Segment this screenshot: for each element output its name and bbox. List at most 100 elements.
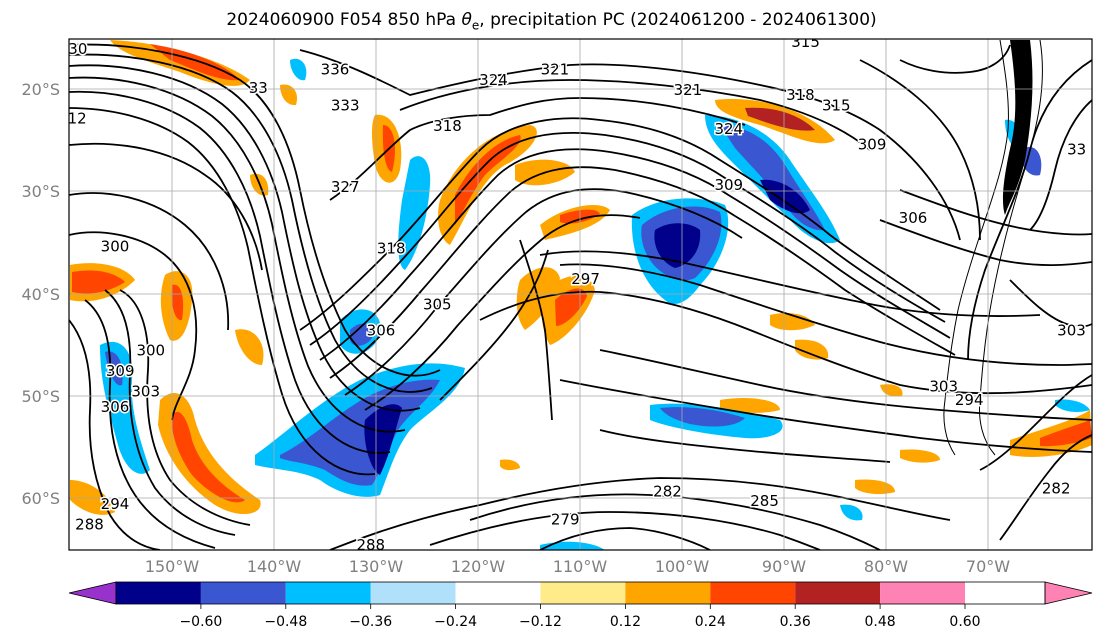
contour-label: 318 <box>786 86 815 104</box>
precip-negative-area <box>1055 399 1090 413</box>
contour-label: 300 <box>101 238 130 256</box>
land-coastline <box>943 39 1043 456</box>
contour-label: 297 <box>571 270 600 288</box>
precip-positive-area <box>855 479 895 495</box>
contour-label: 33 <box>1067 140 1086 158</box>
precip-negative-area <box>540 541 605 550</box>
title-theta-subscript: e <box>471 18 480 33</box>
lon-tick-label: 130°W <box>349 557 404 576</box>
colorbar-tick-label: −0.48 <box>264 614 307 630</box>
precip-negative-area <box>280 379 440 486</box>
colorbar-extend-left <box>68 581 117 605</box>
lon-tick-label: 120°W <box>451 557 506 576</box>
coastline <box>943 39 1009 456</box>
colorbar-tick-label: 0.36 <box>780 614 811 630</box>
precip-positive-area <box>1010 410 1092 457</box>
colorbar-tick-label: 0.48 <box>865 614 896 630</box>
lat-tick-label: 60°S <box>21 489 60 508</box>
contour-label: 288 <box>75 516 104 534</box>
contour-label: 305 <box>423 296 452 314</box>
coastline <box>979 39 1043 456</box>
contour-line <box>69 43 441 377</box>
contour-label: 303 <box>1057 321 1086 339</box>
precip-negative-area <box>660 407 745 427</box>
lon-tick-label: 80°W <box>864 557 908 576</box>
contour-label: 282 <box>1042 480 1071 498</box>
precip-negative-area <box>760 179 810 214</box>
contour-label: 300 <box>136 342 165 360</box>
colorbar-tick-label: 0.12 <box>610 614 641 630</box>
lat-tick-label: 50°S <box>21 387 60 406</box>
contour-line <box>599 349 1092 421</box>
colorbar-bin <box>116 582 201 604</box>
title-theta-symbol: θ <box>461 10 472 30</box>
colorbar: −0.60 −0.48 −0.36 −0.24 −0.12 0.12 0.24 … <box>68 581 1093 630</box>
contour-line <box>299 117 941 331</box>
colorbar-bin <box>625 582 711 604</box>
contour-line <box>999 434 1092 541</box>
precip-positive-area <box>280 84 298 106</box>
contour-label: 33 <box>249 79 268 97</box>
precip-positive-area <box>900 449 940 463</box>
contour-line <box>559 379 1092 453</box>
contour-label: 318 <box>433 117 462 135</box>
contour-label: 294 <box>955 391 984 409</box>
lon-tick-label: 150°W <box>145 557 200 576</box>
lon-tick-label: 100°W <box>655 557 710 576</box>
contour-line <box>439 249 549 401</box>
precip-negative-area <box>840 504 863 521</box>
precip-positive-area <box>171 411 245 503</box>
contour-line <box>469 493 881 550</box>
contour-line <box>329 166 956 379</box>
contour-label: 306 <box>101 398 130 416</box>
precip-negative-area <box>350 323 373 346</box>
contour-label: 309 <box>858 135 887 153</box>
contour-label: 315 <box>822 96 851 114</box>
contour-line <box>119 289 251 526</box>
contour-line <box>1029 99 1092 231</box>
contour-label: 324 <box>479 71 508 89</box>
contour-label: 318 <box>377 240 406 258</box>
precip-negative-area <box>290 58 307 81</box>
contour-line <box>329 477 951 550</box>
precip-positive-area <box>455 135 521 225</box>
contour-line <box>967 59 1092 361</box>
lat-tick-label: 30°S <box>21 182 60 201</box>
contour-label: 309 <box>714 176 743 194</box>
contour-line <box>69 53 433 393</box>
contour-line <box>309 131 946 346</box>
precip-negative-area <box>398 156 431 270</box>
lat-tick-label: 20°S <box>21 80 60 99</box>
contour-label: 336 <box>321 61 350 79</box>
contour-label: 306 <box>899 209 928 227</box>
contour-label: 282 <box>653 483 682 501</box>
contour-line <box>979 374 1092 471</box>
map-plot-area: 330 33 336 333 324 321 321 318 315 315 318 12 324 309… <box>69 39 1092 550</box>
contour-line <box>104 289 236 536</box>
contour-label: 279 <box>551 510 580 528</box>
precip-positive-area <box>555 288 587 326</box>
lat-lon-grid <box>69 39 1092 550</box>
lon-tick-label: 90°W <box>762 557 806 576</box>
colorbar-bin <box>285 582 371 604</box>
map-frame <box>68 38 1093 551</box>
contour-line <box>84 299 216 549</box>
contour-line <box>899 189 1092 236</box>
contour-label: 321 <box>674 81 703 99</box>
precip-positive-area <box>720 398 780 413</box>
contour-line <box>479 290 1092 395</box>
precip-positive-area <box>1040 420 1092 447</box>
contour-label: 321 <box>541 61 570 79</box>
precip-positive-area <box>770 313 815 331</box>
colorbar-ticks <box>200 604 966 609</box>
contour-line <box>539 250 1041 317</box>
colorbar-bin <box>795 582 881 604</box>
colorbar-tick-label: −0.24 <box>434 614 477 630</box>
colorbar-bin <box>370 582 456 604</box>
colorbar-bin <box>880 582 965 604</box>
contour-line <box>69 319 161 550</box>
contour-line <box>1009 279 1092 328</box>
colorbar-tick-label: −0.36 <box>349 614 392 630</box>
precip-positive-area <box>171 284 184 321</box>
title-text-rest: , precipitation PC (2024061200 - 2024061… <box>479 10 877 30</box>
